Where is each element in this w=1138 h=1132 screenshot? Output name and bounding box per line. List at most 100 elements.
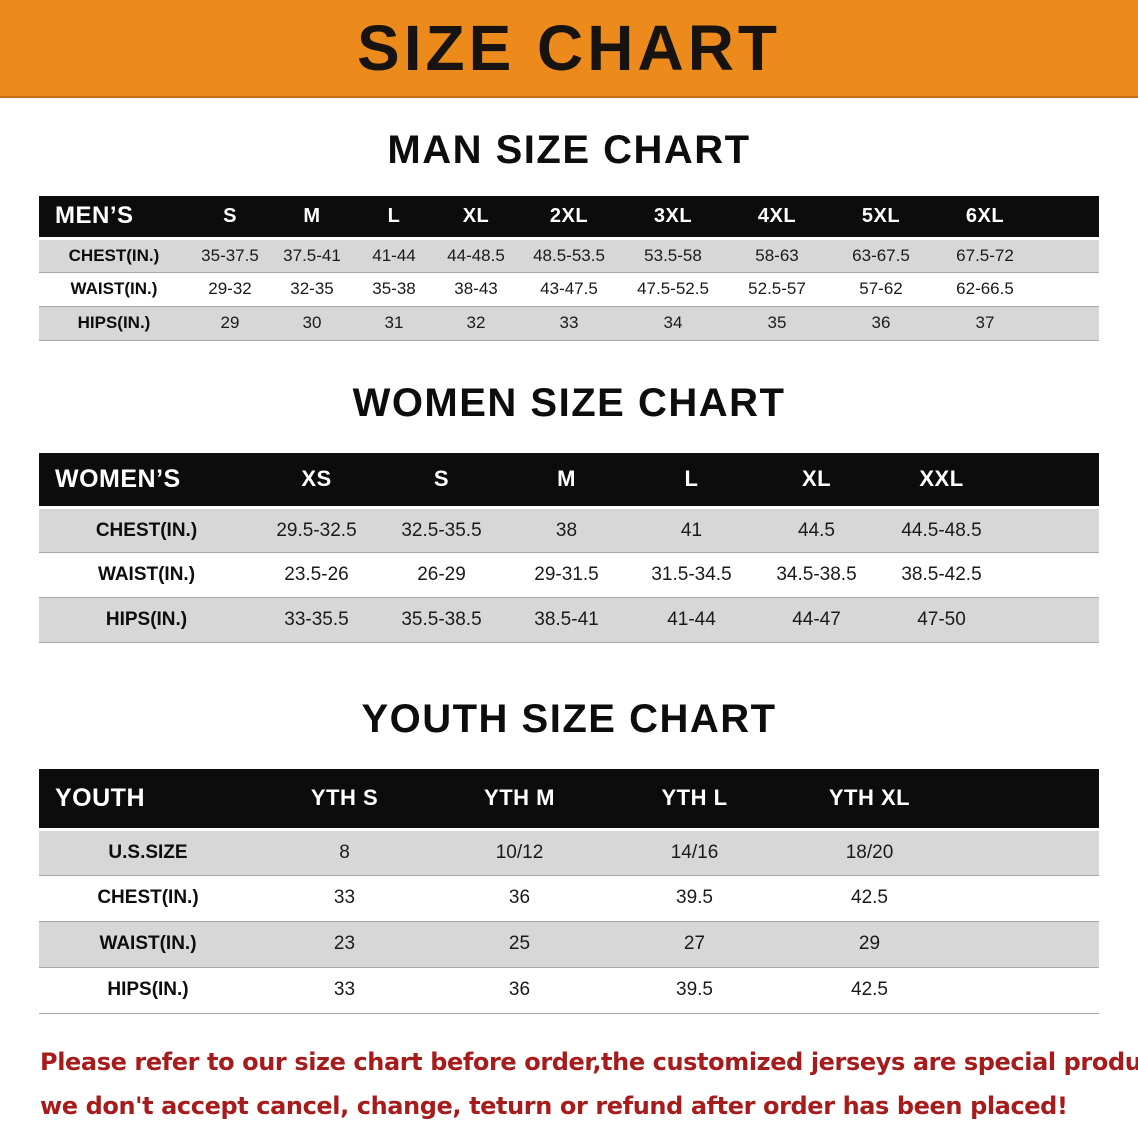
men-size-section: MAN SIZE CHART MEN’S S M L XL 2XL 3XL 4XL 5XL 6XL…	[0, 128, 1138, 341]
size-column-header: YTH S	[257, 769, 432, 831]
size-value: 44-47	[754, 597, 879, 643]
row-label: CHEST(IN.)	[39, 875, 257, 922]
size-value: 33	[257, 967, 432, 1014]
table-group-label: YOUTH	[39, 769, 257, 831]
size-value: 52.5-57	[725, 272, 829, 307]
size-value: 31.5-34.5	[629, 552, 754, 598]
size-value: 44.5-48.5	[879, 507, 1004, 553]
page-title: SIZE CHART	[357, 12, 781, 84]
size-value: 42.5	[782, 967, 957, 1014]
size-value: 34	[621, 306, 725, 341]
size-value: 33-35.5	[254, 597, 379, 643]
row-label: WAIST(IN.)	[39, 272, 189, 307]
size-value: 18/20	[782, 829, 957, 876]
table-row: WAIST(IN.) 29-32 32-35 35-38 38-43 43-47.5 47.…	[39, 272, 1099, 307]
header-row: MEN’S S M L XL 2XL 3XL 4XL 5XL 6XL	[39, 196, 1099, 240]
size-value: 62-66.5	[933, 272, 1037, 307]
size-value: 27	[607, 921, 782, 968]
spacer-cell	[1037, 238, 1099, 273]
size-value: 29.5-32.5	[254, 507, 379, 553]
size-value: 14/16	[607, 829, 782, 876]
spacer-cell	[957, 829, 1099, 876]
header-row: YOUTH YTH S YTH M YTH L YTH XL	[39, 769, 1099, 831]
table-row: HIPS(IN.) 33 36 39.5 42.5	[39, 967, 1099, 1014]
table-row: U.S.SIZE 8 10/12 14/16 18/20	[39, 829, 1099, 876]
size-value: 53.5-58	[621, 238, 725, 273]
size-value: 37	[933, 306, 1037, 341]
disclaimer-note: Please refer to our size chart before or…	[40, 1040, 1138, 1128]
size-value: 36	[829, 306, 933, 341]
size-column-header: YTH M	[432, 769, 607, 831]
size-column-header: 3XL	[621, 196, 725, 240]
size-value: 35	[725, 306, 829, 341]
size-value: 33	[257, 875, 432, 922]
size-value: 35.5-38.5	[379, 597, 504, 643]
size-value: 44-48.5	[435, 238, 517, 273]
spacer-cell	[1037, 196, 1099, 240]
table-row: HIPS(IN.) 29 30 31 32 33 34 35 36 37	[39, 306, 1099, 341]
table-row: CHEST(IN.) 35-37.5 37.5-41 41-44 44-48.5 48.5…	[39, 238, 1099, 273]
row-label: CHEST(IN.)	[39, 238, 189, 273]
size-value: 36	[432, 875, 607, 922]
size-value: 10/12	[432, 829, 607, 876]
spacer-cell	[1004, 552, 1099, 598]
size-value: 41-44	[353, 238, 435, 273]
table-row: HIPS(IN.) 33-35.5 35.5-38.5 38.5-41 41-44 44-…	[39, 597, 1099, 643]
table-row: WAIST(IN.) 23.5-26 26-29 29-31.5 31.5-34.5 34…	[39, 552, 1099, 598]
size-column-header: 4XL	[725, 196, 829, 240]
header-row: WOMEN’S XS S M L XL XXL	[39, 452, 1099, 509]
size-column-header: S	[379, 452, 504, 509]
men-section-title: MAN SIZE CHART	[387, 128, 751, 172]
size-value: 57-62	[829, 272, 933, 307]
size-value: 32-35	[271, 272, 353, 307]
spacer-cell	[1004, 452, 1099, 509]
size-value: 41	[629, 507, 754, 553]
size-value: 23.5-26	[254, 552, 379, 598]
size-value: 43-47.5	[517, 272, 621, 307]
note-line-1: Please refer to our size chart before or…	[40, 1047, 1138, 1076]
row-label: CHEST(IN.)	[39, 507, 254, 553]
size-value: 44.5	[754, 507, 879, 553]
women-size-section: WOMEN SIZE CHART WOMEN’S XS S M L XL XXL CHEST(…	[0, 380, 1138, 643]
men-size-table: MEN’S S M L XL 2XL 3XL 4XL 5XL 6XL CHEST(IN.) 35-37…	[39, 196, 1099, 341]
size-value: 47.5-52.5	[621, 272, 725, 307]
size-value: 39.5	[607, 875, 782, 922]
women-section-title: WOMEN SIZE CHART	[352, 380, 786, 425]
spacer-cell	[957, 967, 1099, 1014]
size-value: 34.5-38.5	[754, 552, 879, 598]
size-value: 31	[353, 306, 435, 341]
size-column-header: XXL	[879, 452, 1004, 509]
size-value: 38	[504, 507, 629, 553]
size-value: 63-67.5	[829, 238, 933, 273]
size-column-header: XL	[435, 196, 517, 240]
size-value: 32.5-35.5	[379, 507, 504, 553]
size-value: 29-31.5	[504, 552, 629, 598]
size-value: 58-63	[725, 238, 829, 273]
size-value: 29-32	[189, 272, 271, 307]
size-column-header: L	[629, 452, 754, 509]
size-value: 35-38	[353, 272, 435, 307]
size-value: 48.5-53.5	[517, 238, 621, 273]
size-value: 47-50	[879, 597, 1004, 643]
row-label: HIPS(IN.)	[39, 306, 189, 341]
size-value: 39.5	[607, 967, 782, 1014]
size-column-header: XL	[754, 452, 879, 509]
size-column-header: M	[271, 196, 353, 240]
size-column-header: 2XL	[517, 196, 621, 240]
table-row: CHEST(IN.) 33 36 39.5 42.5	[39, 875, 1099, 922]
table-row: WAIST(IN.) 23 25 27 29	[39, 921, 1099, 968]
row-label: U.S.SIZE	[39, 829, 257, 876]
spacer-cell	[957, 875, 1099, 922]
youth-section-title: YOUTH SIZE CHART	[361, 697, 777, 741]
size-column-header: XS	[254, 452, 379, 509]
size-value: 26-29	[379, 552, 504, 598]
size-value: 38.5-41	[504, 597, 629, 643]
youth-size-table: YOUTH YTH S YTH M YTH L YTH XL U.S.SIZE 8 10/12…	[39, 769, 1099, 1014]
size-column-header: YTH XL	[782, 769, 957, 831]
size-value: 30	[271, 306, 353, 341]
youth-size-section: YOUTH SIZE CHART YOUTH YTH S YTH M YTH L YTH…	[0, 697, 1138, 1014]
size-value: 33	[517, 306, 621, 341]
size-value: 42.5	[782, 875, 957, 922]
size-value: 37.5-41	[271, 238, 353, 273]
